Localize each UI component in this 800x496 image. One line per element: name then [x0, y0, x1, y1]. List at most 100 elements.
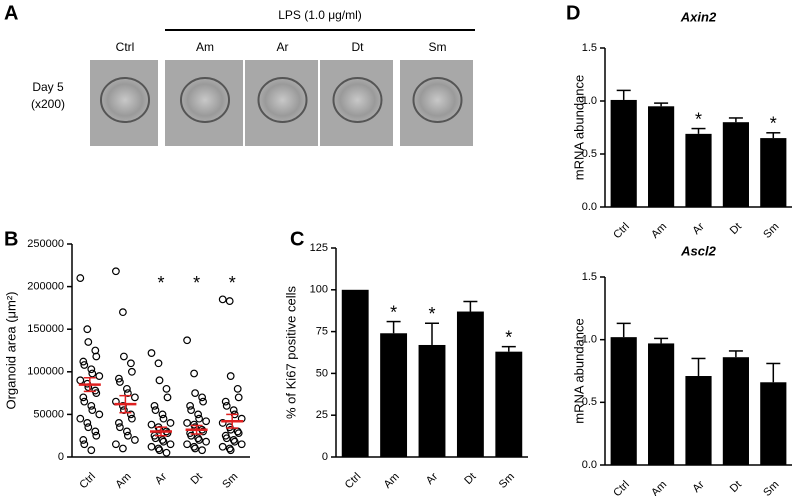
data-point — [91, 427, 100, 436]
data-point — [194, 410, 203, 419]
data-point — [147, 442, 156, 451]
data-point — [183, 419, 192, 427]
y-tick-label: 0.5 — [582, 396, 597, 408]
data-point — [80, 397, 89, 406]
y-tick-label: 25 — [316, 409, 328, 421]
bar — [760, 138, 787, 207]
data-point — [130, 436, 139, 444]
x-tick-label: Am — [649, 479, 669, 496]
organoid — [412, 77, 463, 123]
y-tick-label: 150000 — [27, 323, 64, 335]
data-point — [114, 419, 123, 427]
significance: * — [428, 304, 435, 324]
y-axis-label: mRNA abundance — [571, 75, 586, 181]
x-tick-label: Sm — [761, 479, 781, 496]
bar — [648, 343, 675, 465]
data-point — [226, 425, 235, 434]
data-point — [198, 446, 207, 455]
x-tick-label: Ctrl — [611, 479, 632, 496]
significance: * — [193, 273, 200, 293]
data-point — [111, 267, 120, 276]
significance: * — [157, 273, 164, 293]
data-point — [80, 361, 89, 369]
x-tick-label: Dt — [189, 471, 205, 487]
bar — [722, 357, 749, 465]
y-tick-label: 100 — [310, 284, 328, 296]
chart-title: Ascl2 — [680, 243, 716, 258]
data-point — [115, 423, 124, 432]
data-point — [162, 384, 171, 393]
data-point — [92, 431, 101, 440]
data-point — [118, 308, 127, 317]
data-point — [87, 446, 96, 455]
x-tick-label: Ctrl — [611, 221, 632, 242]
bar — [648, 106, 675, 207]
y-tick-label: 0 — [58, 451, 64, 463]
significance: * — [505, 327, 512, 347]
x-tick-label: Ar — [153, 470, 170, 487]
bar — [685, 133, 712, 207]
data-point — [202, 417, 211, 426]
data-point — [92, 352, 101, 361]
y-tick-label: 1.0 — [582, 334, 597, 346]
x-tick-label: Ar — [424, 470, 441, 487]
data-point — [226, 446, 235, 455]
organoid — [180, 77, 230, 123]
x-tick-label: Ctrl — [343, 471, 364, 492]
x-tick-label: Ar — [690, 478, 707, 495]
y-tick-label: 1.0 — [582, 95, 597, 107]
data-point — [127, 367, 136, 376]
bar — [610, 337, 637, 465]
data-point — [150, 401, 159, 410]
data-point — [202, 437, 211, 446]
data-point — [221, 397, 230, 406]
data-point — [151, 406, 160, 415]
y-tick-label: 100000 — [27, 366, 64, 378]
y-tick-label: 75 — [316, 326, 328, 338]
data-point — [126, 410, 135, 419]
x-tick-label: Sm — [761, 221, 781, 241]
y-tick-label: 0.0 — [582, 459, 597, 471]
data-point — [83, 325, 92, 334]
data-point — [95, 410, 104, 419]
bar — [380, 333, 408, 457]
data-point — [163, 393, 172, 402]
data-point — [92, 389, 101, 398]
data-point — [195, 436, 204, 444]
column-label: Ctrl — [116, 40, 135, 54]
organoid — [257, 77, 308, 123]
data-point — [225, 297, 234, 305]
x-tick-label: Dt — [728, 479, 744, 495]
data-point — [183, 336, 192, 345]
data-point — [222, 401, 231, 410]
data-point — [87, 401, 96, 410]
data-point — [198, 393, 207, 402]
x-tick-label: Am — [382, 471, 402, 491]
data-point — [147, 349, 156, 357]
data-point — [122, 384, 131, 393]
data-point — [234, 393, 243, 402]
significance: * — [770, 114, 777, 134]
organoid — [332, 77, 383, 123]
column-label: Sm — [429, 40, 447, 54]
data-point — [79, 436, 88, 444]
x-tick-label: Am — [649, 221, 669, 241]
bar — [418, 344, 446, 457]
y-tick-label: 0.5 — [582, 148, 597, 160]
data-point — [84, 423, 93, 432]
y-axis-label: % of Ki67 positive cells — [283, 286, 298, 419]
y-axis-label: Organoid area (μm²) — [3, 291, 18, 409]
data-point — [155, 446, 164, 455]
data-point — [233, 384, 242, 393]
row-label: (x200) — [31, 97, 65, 111]
data-point — [199, 397, 208, 406]
data-point — [229, 406, 238, 415]
data-point — [87, 365, 96, 374]
column-label: Dt — [352, 40, 365, 54]
data-point — [119, 352, 128, 361]
bar — [685, 376, 712, 465]
data-point — [127, 414, 136, 423]
data-point — [118, 401, 127, 410]
bar — [495, 351, 523, 457]
